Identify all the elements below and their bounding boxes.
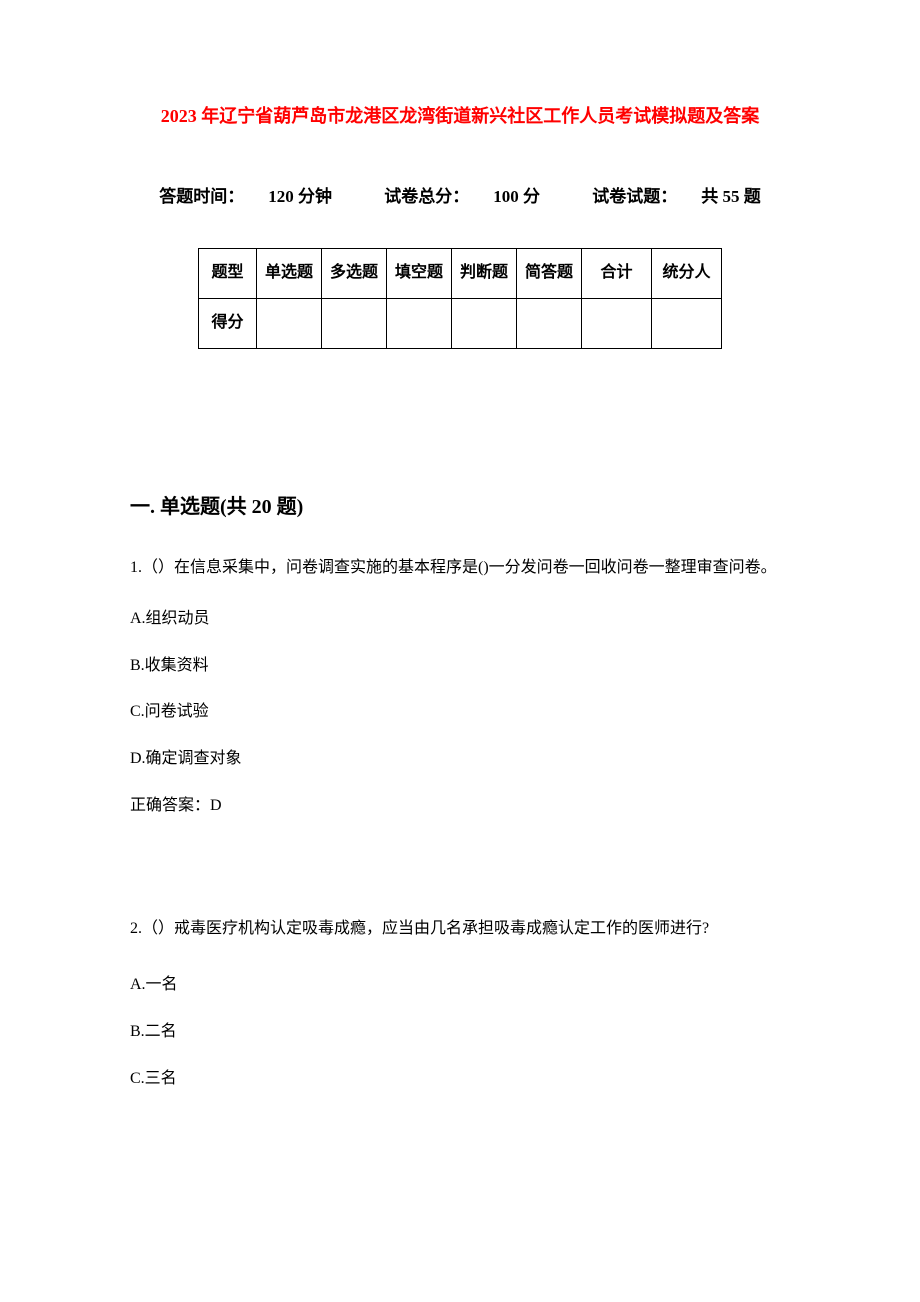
score-table: 题型 单选题 多选题 填空题 判断题 简答题 合计 统分人 得分	[198, 248, 722, 349]
question-1-option-b: B.收集资料	[130, 652, 790, 681]
header-judge: 判断题	[452, 248, 517, 298]
question-2-option-c: C.三名	[130, 1065, 790, 1094]
header-single: 单选题	[256, 248, 321, 298]
score-cell	[517, 298, 582, 348]
score-cell	[452, 298, 517, 348]
table-row: 题型 单选题 多选题 填空题 判断题 简答题 合计 统分人	[198, 248, 721, 298]
header-fill: 填空题	[386, 248, 451, 298]
header-total: 合计	[582, 248, 652, 298]
header-scorer: 统分人	[652, 248, 722, 298]
exam-time: 答题时间：120 分钟	[147, 187, 344, 206]
row-label-score: 得分	[198, 298, 256, 348]
question-2-option-a: A.一名	[130, 971, 790, 1000]
question-2-text: 2.（）戒毒医疗机构认定吸毒成瘾，应当由几名承担吸毒成瘾认定工作的医师进行?	[130, 911, 790, 946]
table-row: 得分	[198, 298, 721, 348]
score-cell	[582, 298, 652, 348]
document-title: 2023 年辽宁省葫芦岛市龙港区龙湾街道新兴社区工作人员考试模拟题及答案	[130, 100, 790, 132]
score-cell	[386, 298, 451, 348]
question-1-answer: 正确答案：D	[130, 792, 790, 821]
exam-count: 试卷试题：共 55 题	[580, 187, 773, 206]
question-1-option-a: A.组织动员	[130, 605, 790, 634]
score-cell	[321, 298, 386, 348]
question-1-option-c: C.问卷试验	[130, 698, 790, 727]
score-cell	[256, 298, 321, 348]
row-label-type: 题型	[198, 248, 256, 298]
header-short: 简答题	[517, 248, 582, 298]
question-1-option-d: D.确定调查对象	[130, 745, 790, 774]
exam-info: 答题时间：120 分钟 试卷总分：100 分 试卷试题：共 55 题	[130, 182, 790, 213]
exam-total: 试卷总分：100 分	[372, 187, 552, 206]
question-1-text: 1.（）在信息采集中，问卷调查实施的基本程序是()一分发问卷一回收问卷一整理审查…	[130, 550, 790, 585]
section-heading: 一. 单选题(共 20 题)	[130, 489, 790, 525]
score-cell	[652, 298, 722, 348]
header-multi: 多选题	[321, 248, 386, 298]
question-2-option-b: B.二名	[130, 1018, 790, 1047]
